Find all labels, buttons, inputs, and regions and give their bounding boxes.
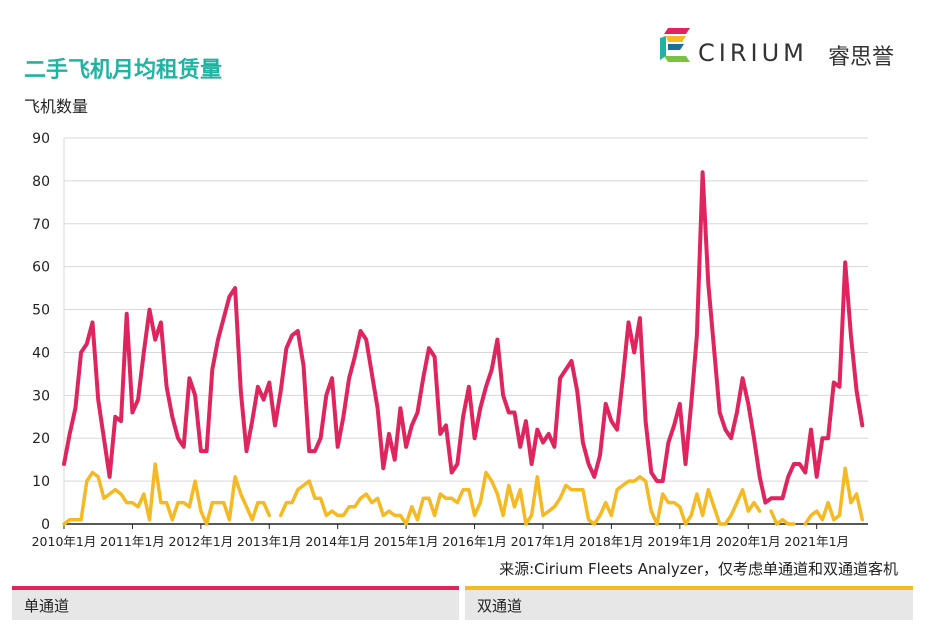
x-tick-label: 2013年1月 — [237, 534, 302, 549]
legend-label: 单通道 — [24, 597, 70, 615]
legend-label: 双通道 — [477, 597, 523, 615]
x-tick-label: 2019年1月 — [647, 534, 712, 549]
legend-item-narrowbody: 单通道 — [12, 586, 459, 620]
y-tick-label: 0 — [41, 517, 50, 533]
line-chart: 0 10 20 30 40 50 60 70 80 90 2010年1月 2011年1月 2012年1… — [32, 131, 868, 549]
legend-swatch-widebody — [465, 586, 913, 590]
y-tick-label: 30 — [32, 388, 50, 404]
series-line-widebody — [62, 462, 865, 526]
y-tick-label: 80 — [32, 174, 50, 190]
x-tick-labels: 2010年1月 2011年1月 2012年1月 2013年1月 2014年1月 2015年… — [32, 524, 849, 549]
series-lines — [62, 170, 865, 526]
cirium-wordmark-cn: 睿思誉 — [828, 45, 895, 70]
x-tick-label: 2017年1月 — [511, 534, 576, 549]
x-tick-label: 2015年1月 — [374, 534, 439, 549]
x-tick-label: 2014年1月 — [305, 534, 370, 549]
x-tick-label: 2021年1月 — [784, 534, 849, 549]
series-line-narrowbody — [62, 170, 865, 505]
y-tick-labels: 0 10 20 30 40 50 60 70 80 90 — [32, 131, 50, 533]
cirium-logo: CIRIUM 睿思誉 — [656, 22, 906, 72]
source-note: 来源:Cirium Fleets Analyzer，仅考虑单通道和双通道客机 — [499, 560, 898, 578]
x-tick-label: 2020年1月 — [716, 534, 781, 549]
x-tick-label: 2016年1月 — [442, 534, 507, 549]
y-tick-label: 40 — [32, 345, 50, 361]
legend-swatch-narrowbody — [12, 586, 459, 590]
y-tick-label: 60 — [32, 260, 50, 276]
x-tick-label: 2012年1月 — [168, 534, 233, 549]
y-tick-label: 90 — [32, 131, 50, 147]
chart-title: 二手飞机月均租赁量 — [24, 58, 223, 83]
x-tick-label: 2010年1月 — [32, 534, 97, 549]
y-tick-label: 50 — [32, 303, 50, 319]
y-tick-label: 70 — [32, 217, 50, 233]
x-tick-label: 2011年1月 — [100, 534, 165, 549]
legend-item-widebody: 双通道 — [465, 586, 913, 620]
y-tick-label: 10 — [32, 474, 50, 490]
y-tick-label: 20 — [32, 431, 50, 447]
x-tick-label: 2018年1月 — [579, 534, 644, 549]
cirium-wordmark: CIRIUM — [698, 39, 808, 67]
cirium-logo-icon — [660, 28, 690, 62]
grid-lines — [63, 137, 868, 525]
y-axis-label: 飞机数量 — [24, 97, 89, 116]
